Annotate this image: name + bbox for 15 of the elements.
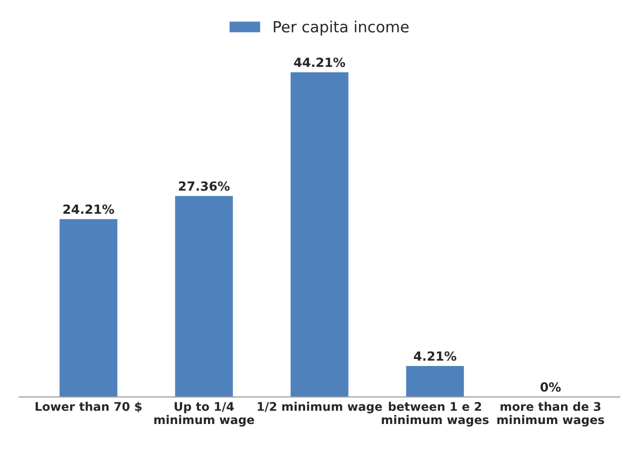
x-tick-label: Lower than 70 $ xyxy=(36,402,142,413)
data-label: 27.36% xyxy=(178,181,230,191)
data-label: 44.21% xyxy=(294,58,346,68)
legend-label: Per capita income xyxy=(274,20,409,36)
x-tick-label: between 1 e 2 minimum wages xyxy=(382,402,489,427)
bar xyxy=(406,366,464,397)
bar xyxy=(60,219,118,397)
bar xyxy=(175,196,233,397)
x-tick-label: Up to 1/4 minimum wage xyxy=(154,402,254,427)
data-label: 24.21% xyxy=(63,204,114,214)
bar xyxy=(290,72,348,397)
x-tick-label: more than de 3 minimum wages xyxy=(497,402,604,427)
data-label: 4.21% xyxy=(414,351,456,361)
x-tick-label: 1/2 minimum wage xyxy=(258,402,382,414)
data-label: 0% xyxy=(540,382,561,392)
